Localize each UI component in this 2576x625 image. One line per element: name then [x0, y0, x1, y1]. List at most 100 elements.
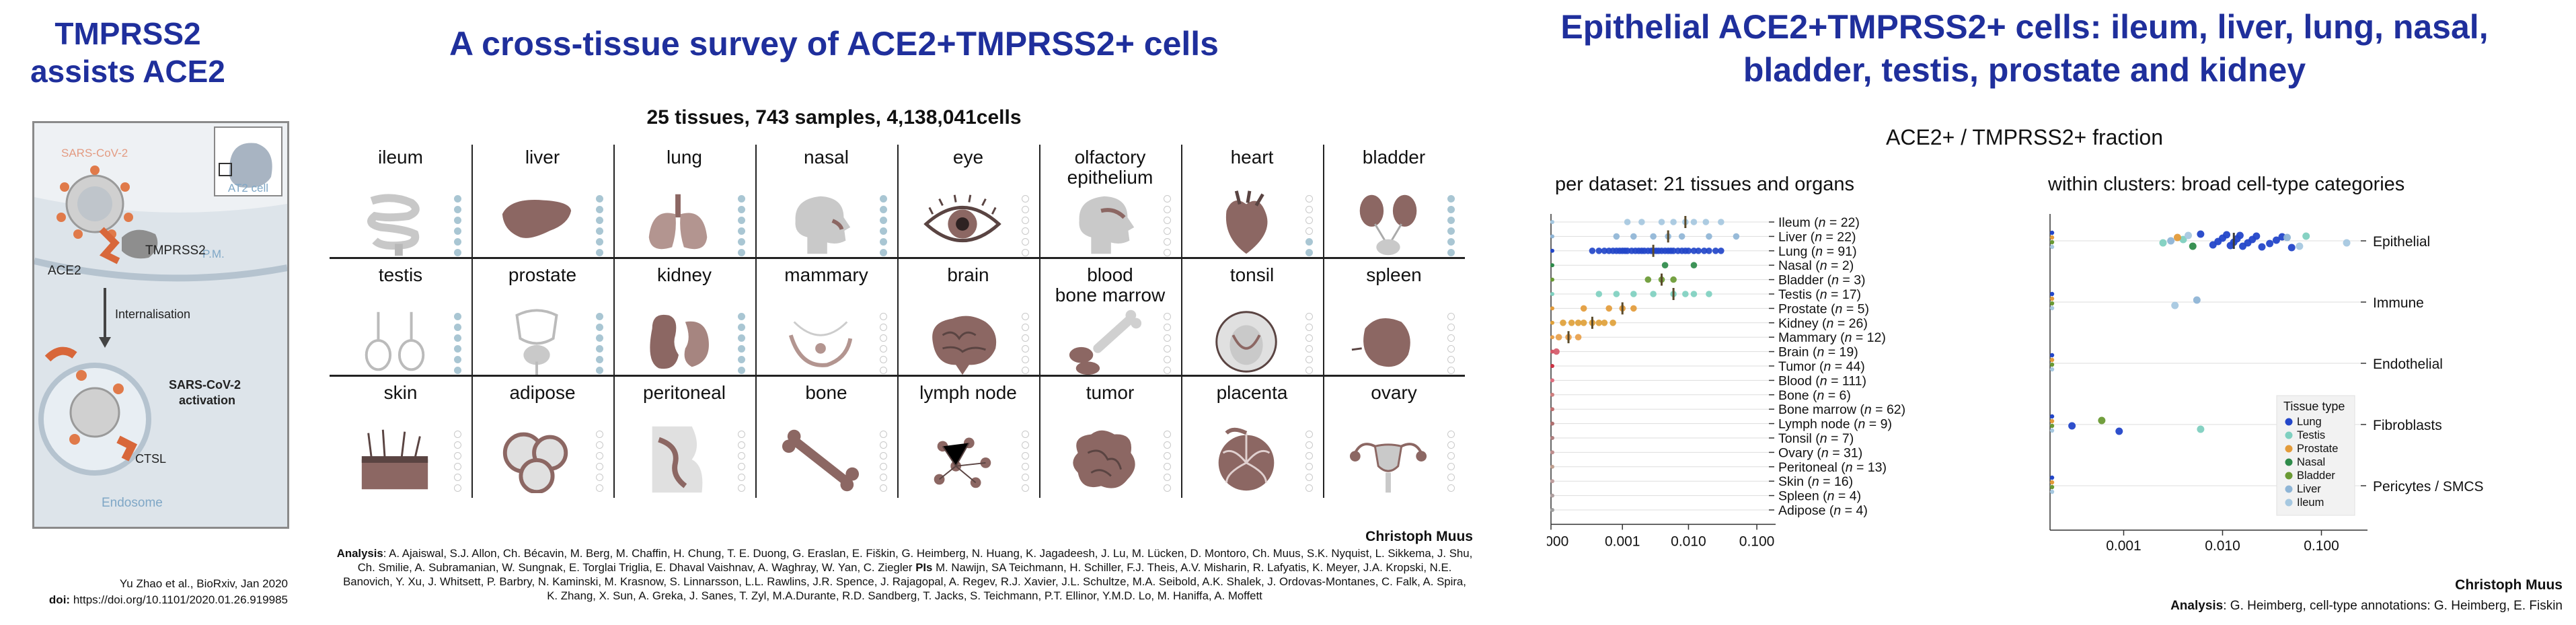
tissue-cell-prostate: prostate [471, 262, 613, 380]
middle-author: Christoph Muus [1365, 529, 1473, 544]
y-tick-label: Ovary (n = 31) [1778, 445, 1862, 460]
n-symbol: n [1827, 489, 1835, 504]
tissue-name-line1: ovary [1371, 382, 1417, 403]
survey-subtitle: 25 tissues, 743 samples, 4,138,041cells [646, 106, 1022, 128]
sample-dot [880, 313, 887, 320]
tissue-label: Bladder ( [1778, 273, 1832, 288]
data-point [2115, 427, 2123, 435]
zero-point [2049, 353, 2055, 358]
category-label: Immune [2373, 295, 2424, 311]
sample-dot [1447, 195, 1455, 203]
doi-link[interactable]: https://doi.org/10.1101/2020.01.26.91998… [73, 593, 288, 606]
testis-icon [365, 311, 425, 371]
sample-count: = 3) [1839, 273, 1866, 288]
y-tick-label: Bone (n = 6) [1778, 388, 1851, 403]
tissue-label: Ileum ( [1778, 215, 1819, 230]
sample-dot [1447, 356, 1455, 363]
zero-point [1550, 292, 1554, 296]
sample-dot [1164, 452, 1171, 459]
activation-label-line1: SARS-CoV-2 [169, 378, 241, 392]
data-point [1624, 219, 1631, 225]
tissue-label: Prostate ( [1778, 301, 1835, 316]
sample-dot [454, 334, 461, 342]
sample-dot [738, 249, 745, 256]
sample-dot [596, 463, 603, 470]
olfactory-head-icon [1079, 196, 1135, 254]
tissue-label: Tonsil ( [1778, 431, 1820, 446]
sample-dots [596, 431, 604, 495]
left-title-line1: TMPRSS2 [54, 16, 201, 51]
y-tick-label: Liver (n = 22) [1778, 229, 1856, 244]
sample-dots [1164, 195, 1172, 260]
n-symbol: n [1820, 258, 1827, 273]
sample-dot [1305, 217, 1313, 224]
sample-dot [1447, 367, 1455, 374]
sample-dot [1447, 217, 1455, 224]
tissue-label: Skin ( [1778, 474, 1812, 489]
internalisation-label: Internalisation [115, 307, 190, 321]
n-symbol: n [1820, 431, 1827, 446]
legend-entry: Ileum [2297, 497, 2324, 509]
tissue-name: nasal [755, 147, 897, 168]
grid-divider [1323, 145, 1324, 498]
sample-dot [454, 356, 461, 363]
sample-dot [1305, 238, 1313, 246]
tissue-cell-eye: eye [897, 145, 1039, 262]
zero-point [1550, 263, 1554, 268]
zero-point [2049, 244, 2055, 250]
y-tick-label: Tumor (n = 44) [1778, 359, 1865, 374]
tissue-name: adipose [471, 383, 613, 403]
sample-dot [454, 484, 461, 492]
sample-dot [880, 206, 887, 213]
tissue-name-line1: bladder [1362, 147, 1426, 168]
data-point [1661, 262, 1669, 268]
zero-point [2049, 414, 2055, 419]
sample-dot [1022, 217, 1029, 224]
x-tick-label: 0.010 [1671, 534, 1706, 549]
sample-dot [880, 463, 887, 470]
legend-box [2276, 395, 2355, 516]
zero-point [1550, 306, 1554, 311]
grid-divider [1039, 145, 1040, 498]
zero-point [1550, 479, 1554, 484]
sample-dot [1164, 345, 1171, 353]
tissue-name-line1: spleen [1366, 264, 1422, 285]
tissue-label: Peritoneal ( [1778, 460, 1846, 475]
sample-dot [1447, 334, 1455, 342]
tissue-name: bladder [1323, 147, 1465, 168]
sample-dot [596, 474, 603, 481]
tissue-cell-peritoneal: peritoneal [613, 380, 755, 498]
tmprss2-mechanism-diagram: AT2 cell SARS-CoV-2 P.M. TMPRSS2 ACE2 In… [32, 121, 289, 529]
data-point [1685, 248, 1692, 254]
sample-dot [1447, 484, 1455, 492]
data-point [2167, 237, 2175, 245]
data-point [1630, 233, 1637, 240]
data-point [1601, 320, 1608, 326]
sample-dot [596, 227, 603, 235]
sample-dots [738, 195, 746, 260]
tissue-label: Bone ( [1778, 388, 1817, 403]
tissue-name-line1: nasal [804, 147, 849, 168]
data-point [1695, 248, 1702, 254]
sample-dot [454, 238, 461, 246]
tissue-name-line1: tumor [1086, 382, 1135, 403]
tissue-cell-lymph-node: lymph node [897, 380, 1039, 498]
sample-count: = 13) [1853, 460, 1887, 475]
y-tick-label: Testis (n = 17) [1778, 287, 1861, 302]
data-point [1706, 248, 1712, 254]
sample-dots [1305, 195, 1314, 260]
sample-count: = 5) [1842, 301, 1869, 316]
data-point [1670, 248, 1677, 254]
zero-point [2049, 480, 2055, 485]
sample-dots [1164, 431, 1172, 495]
data-point [1718, 248, 1725, 254]
sample-dots [1305, 431, 1314, 495]
analysis-credits: Analysis: A. Ajaiswal, S.J. Allon, Ch. B… [336, 547, 1473, 602]
tissue-cell-heart: heart [1181, 145, 1323, 262]
sample-count: = 6) [1824, 388, 1851, 403]
data-point [1718, 219, 1725, 225]
sample-dot [1447, 227, 1455, 235]
tissue-name-line1: olfactory [1074, 147, 1146, 168]
spleen-icon [1351, 318, 1410, 367]
sample-dot [880, 195, 887, 203]
